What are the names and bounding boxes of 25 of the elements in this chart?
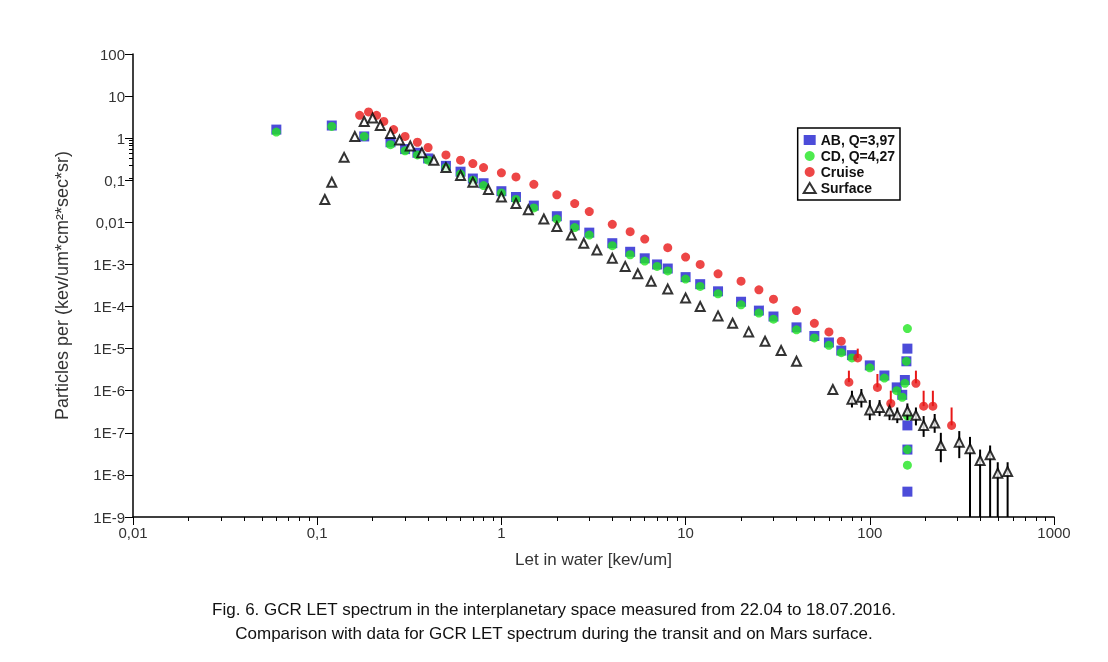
x-tick-label: 100 [857, 524, 883, 541]
caption: Fig. 6. GCR LET spectrum in the interplanetary space measured from 22.04 to 18.07.2016. [212, 600, 896, 619]
y-tick-label: 1E-9 [93, 508, 125, 526]
y-tick-label: 100 [99, 45, 125, 63]
legend-label: AB, Q=3,97 [820, 132, 896, 148]
y-tick-label: 10 [108, 87, 125, 105]
y-tick-label: 0,01 [95, 213, 125, 231]
y-tick-label: 1E-5 [93, 340, 125, 358]
legend-label: CD, Q=4,27 [820, 148, 896, 164]
x-axis-title: Let in water [kev/um] [515, 550, 672, 569]
y-tick-label: 0,1 [104, 171, 125, 189]
text: Comparison with data for GCR LET spectrum during the transit and on Mars surface. [235, 624, 873, 643]
legend-label: Surface [820, 180, 873, 196]
x-tick-label: 1000 [1037, 524, 1071, 541]
x-tick-label: 0,1 [306, 524, 328, 541]
y-tick-label: 1E-6 [93, 382, 125, 400]
y-tick-label: 1E-3 [93, 255, 125, 273]
x-tick-label: 10 [677, 524, 694, 541]
y-tick-label: 1E-8 [93, 466, 125, 484]
x-tick-label: 1 [497, 524, 506, 541]
y-tick-label: 1 [116, 129, 125, 147]
y-tick-label: 1E-7 [93, 424, 125, 442]
y-tick-label: 1E-4 [93, 298, 125, 316]
y-axis-title: Particles per (kev/um*cm²*sec*sr) [52, 150, 72, 421]
legend-label: Cruise [820, 164, 865, 180]
